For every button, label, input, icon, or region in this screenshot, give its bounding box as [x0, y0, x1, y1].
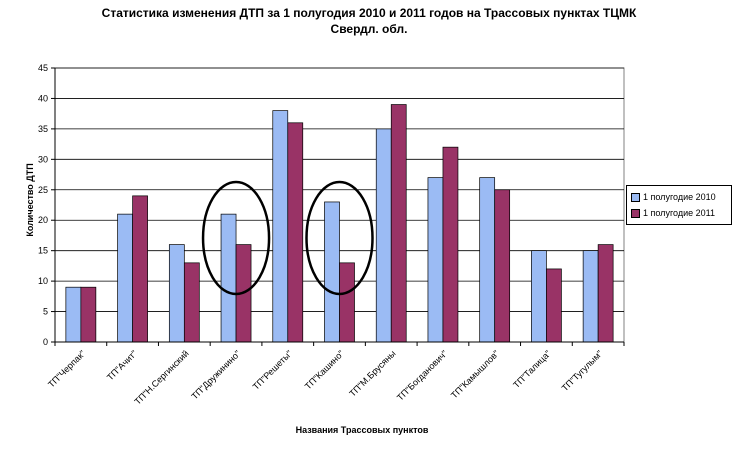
bar-2011	[390, 104, 407, 343]
bar-2010	[65, 286, 82, 343]
y-tick-label: 40	[38, 93, 48, 103]
highlight-ellipse	[201, 180, 271, 296]
x-axis-label: Названия Трассовых пунктов	[295, 425, 429, 435]
bar-2011	[442, 146, 459, 343]
x-tick-label: ТП"Талица"	[511, 348, 553, 390]
bar-2010	[479, 177, 496, 343]
legend-swatch-2010	[631, 193, 640, 203]
bar-2010	[582, 250, 599, 343]
x-tick-label: ТП"Дружинино"	[189, 348, 242, 401]
chart-legend: 1 полугодие 2010 1 полугодие 2011	[626, 185, 732, 225]
bar-2011	[339, 262, 355, 343]
bar-2011	[183, 262, 200, 343]
bar-2011	[287, 122, 304, 343]
y-tick-label: 30	[38, 154, 48, 164]
bar-2011	[80, 286, 97, 343]
x-tick-label: ТП"Черпак"	[46, 348, 87, 389]
y-tick-label: 5	[43, 307, 48, 317]
y-tick-label: 45	[38, 63, 48, 73]
chart-subtitle: Свердл. обл.	[330, 22, 408, 36]
bar-2011	[597, 244, 614, 343]
bar-2011	[546, 268, 562, 343]
y-tick-label: 15	[38, 246, 48, 256]
bar-2010	[220, 213, 237, 343]
y-axis-label: Количество ДТП	[25, 163, 35, 237]
y-tick-label: 25	[38, 185, 48, 195]
x-tick-label: ТП"Ачит"	[105, 348, 139, 382]
x-tick-label: ТП"Решеты"	[251, 348, 294, 391]
bar-2010	[531, 250, 547, 343]
chart-title: Статистика изменения ДТП за 1 полугодия …	[101, 6, 637, 20]
y-tick-label: 35	[38, 124, 48, 134]
legend-item-2010: 1 полугодие 2010	[631, 191, 716, 203]
y-tick-label: 20	[38, 215, 48, 225]
bar-2010	[427, 177, 444, 343]
x-tick-label: ТП"М.Брусяны	[347, 348, 397, 398]
y-tick-label: 0	[43, 337, 48, 347]
bar-2010	[375, 128, 392, 343]
bar-2010	[168, 244, 185, 343]
x-tick-label: ТП"Камышлов"	[449, 348, 501, 400]
x-tick-label: ТП"Н.Сергинский	[132, 348, 190, 406]
y-tick-label: 10	[38, 276, 48, 286]
legend-item-2011: 1 полугодие 2011	[631, 207, 715, 219]
highlight-ellipse	[305, 180, 374, 296]
x-tick-label: ТП"Богданович"	[395, 348, 449, 402]
x-tick-label: ТП"Тугулым"	[560, 348, 605, 393]
x-tick-label: ТП"Кашино"	[303, 348, 346, 391]
legend-swatch-2011	[631, 209, 640, 219]
bar-2011	[132, 195, 148, 343]
bar-2010	[272, 110, 289, 343]
bar-2011	[494, 189, 511, 343]
bar-2010	[324, 201, 340, 343]
legend-label-2011: 1 полугодие 2011	[643, 208, 715, 218]
legend-label-2010: 1 полугодие 2010	[643, 192, 716, 202]
bar-2010	[117, 213, 133, 343]
